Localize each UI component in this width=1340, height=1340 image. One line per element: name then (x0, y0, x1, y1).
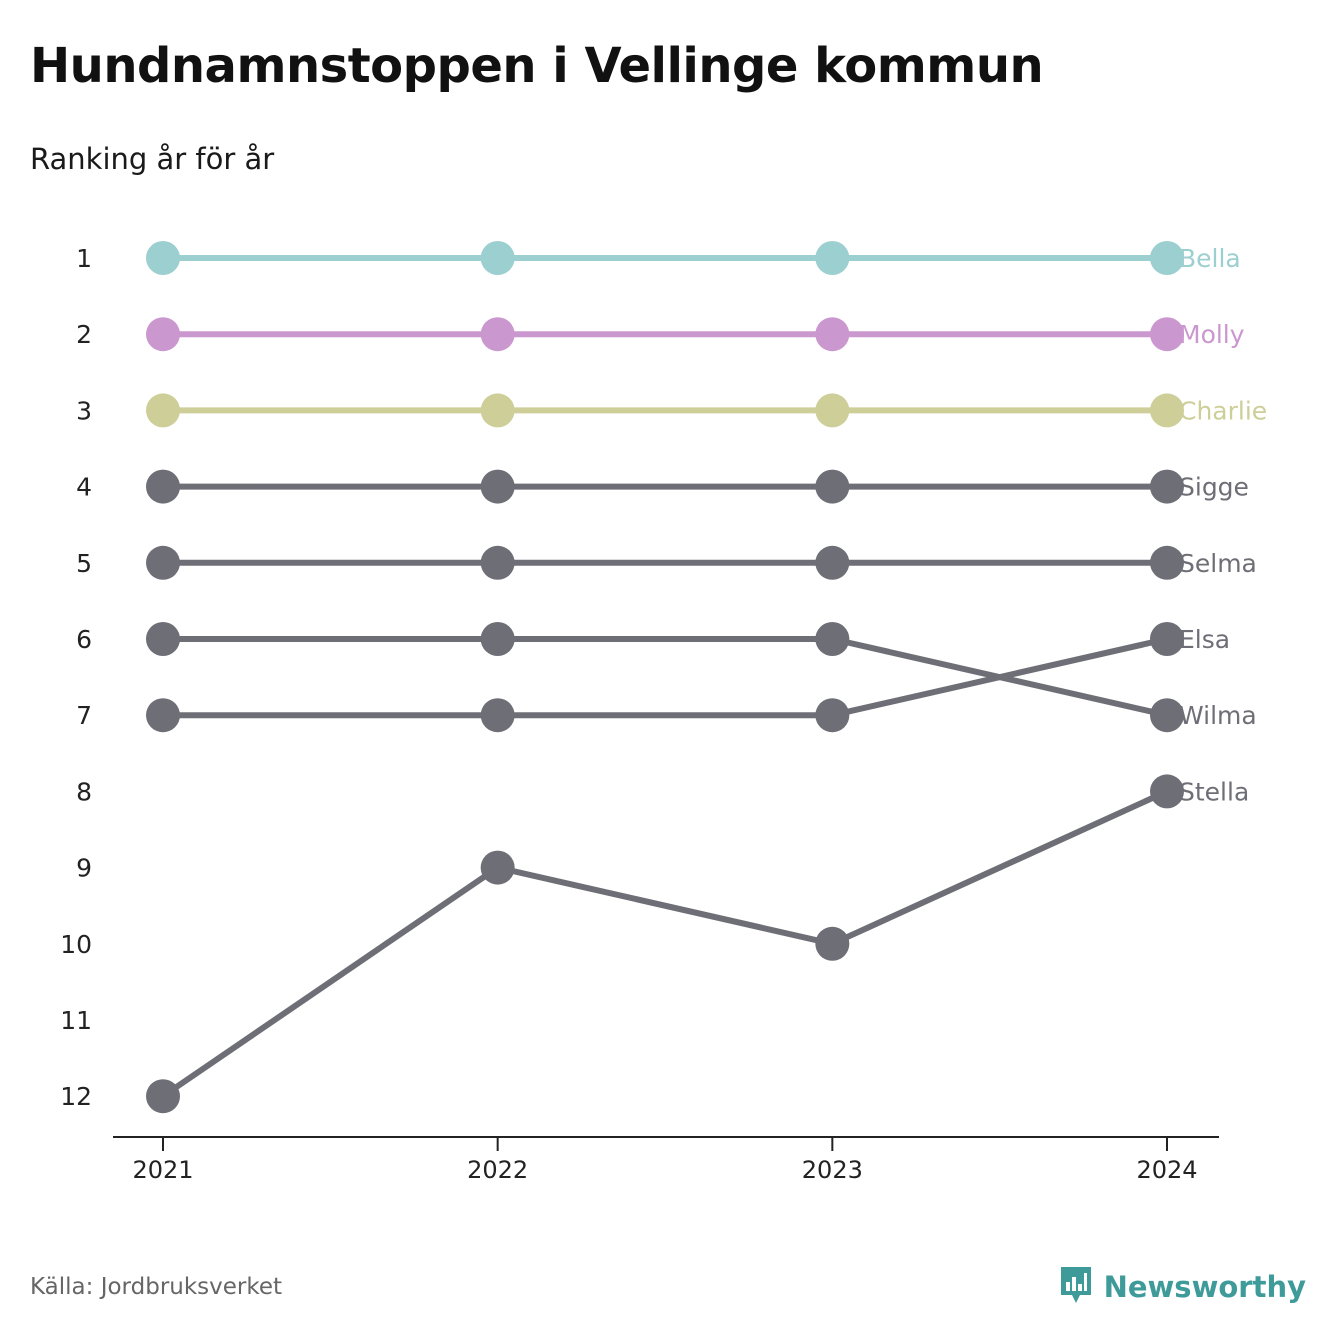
point-stella-2024 (1150, 774, 1184, 809)
series-label-elsa: Elsa (1179, 625, 1230, 654)
point-molly-2024 (1150, 317, 1184, 352)
point-elsa-2022 (480, 698, 515, 733)
point-molly-2021 (146, 317, 180, 352)
point-charlie-2023 (815, 393, 850, 428)
point-sigge-2022 (480, 469, 515, 504)
series-label-charlie: Charlie (1179, 396, 1267, 425)
point-wilma-2022 (480, 622, 515, 656)
point-molly-2023 (815, 317, 850, 352)
point-stella-2022 (480, 850, 515, 885)
y-tick-label: 4 (76, 473, 92, 502)
point-selma-2022 (480, 545, 515, 580)
y-tick-label: 12 (60, 1082, 92, 1111)
point-sigge-2023 (815, 469, 850, 504)
brand-logo: Newsworthy (1058, 1264, 1306, 1310)
source-note: Källa: Jordbruksverket (30, 1274, 283, 1300)
chart-subtitle: Ranking år för år (30, 142, 275, 176)
point-sigge-2021 (146, 469, 180, 504)
y-tick-label: 11 (60, 1006, 92, 1035)
point-bella-2021 (146, 241, 180, 275)
point-wilma-2023 (815, 622, 850, 656)
brand-name: Newsworthy (1103, 1270, 1306, 1304)
x-tick-label: 2024 (1136, 1156, 1197, 1184)
point-selma-2024 (1150, 545, 1184, 580)
series-line-stella (160, 788, 1170, 1100)
point-wilma-2021 (146, 622, 180, 656)
y-tick-label: 10 (60, 930, 92, 959)
y-tick-label: 8 (76, 777, 92, 806)
y-tick-label: 7 (76, 701, 92, 730)
series-line-elsa (160, 636, 1170, 719)
point-selma-2023 (815, 545, 850, 580)
point-stella-2023 (815, 926, 850, 961)
x-tick-label: 2022 (467, 1156, 528, 1184)
point-elsa-2023 (815, 698, 850, 733)
series-label-stella: Stella (1179, 777, 1249, 806)
y-tick-label: 3 (76, 396, 92, 425)
point-bella-2022 (480, 241, 515, 275)
point-stella-2021 (146, 1079, 180, 1114)
y-tick-label: 2 (76, 320, 92, 349)
series-label-sigge: Sigge (1179, 473, 1249, 502)
point-molly-2022 (480, 317, 515, 352)
point-elsa-2021 (146, 698, 180, 733)
x-tick-label: 2023 (802, 1156, 863, 1184)
y-tick-label: 5 (76, 549, 92, 578)
series-label-bella: Bella (1179, 244, 1241, 273)
newsworthy-logo-icon (1058, 1264, 1094, 1310)
y-tick-label: 9 (76, 854, 92, 883)
point-elsa-2024 (1150, 622, 1184, 656)
y-tick-label: 6 (76, 625, 92, 654)
point-charlie-2021 (146, 393, 180, 428)
point-selma-2021 (146, 545, 180, 580)
point-bella-2024 (1150, 241, 1184, 275)
point-charlie-2024 (1150, 393, 1184, 428)
series-line-wilma (160, 636, 1170, 719)
chart-title: Hundnamnstoppen i Vellinge kommun (30, 38, 1044, 94)
series-label-wilma: Wilma (1179, 701, 1257, 730)
x-tick-label: 2021 (132, 1156, 193, 1184)
point-sigge-2024 (1150, 469, 1184, 504)
series-label-selma: Selma (1179, 549, 1257, 578)
point-wilma-2024 (1150, 698, 1184, 733)
point-charlie-2022 (480, 393, 515, 428)
series-label-molly: Molly (1179, 320, 1245, 349)
y-tick-label: 1 (76, 244, 92, 273)
point-bella-2023 (815, 241, 850, 275)
